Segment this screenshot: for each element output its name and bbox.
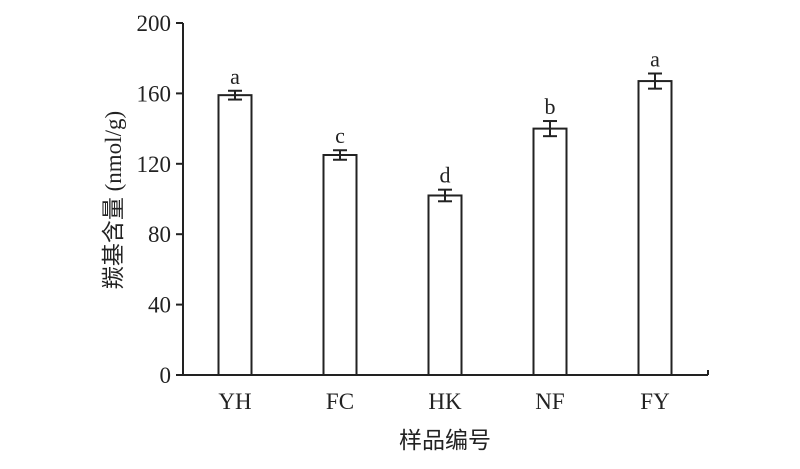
x-tick-label: YH bbox=[218, 389, 251, 414]
y-tick-label: 120 bbox=[137, 152, 172, 177]
bar bbox=[322, 154, 358, 376]
x-tick-label: NF bbox=[535, 389, 564, 414]
bar bbox=[637, 80, 673, 377]
bars: a c d b a bbox=[217, 47, 673, 377]
axes: 0 40 80 120 160 200 YH FC HK NF FY bbox=[137, 11, 709, 414]
y-tick-label: 160 bbox=[137, 81, 172, 106]
x-axis-label: 样品编号 bbox=[399, 428, 491, 453]
y-tick-label: 80 bbox=[148, 222, 171, 247]
significance-label: a bbox=[230, 64, 240, 89]
significance-label: b bbox=[545, 94, 556, 119]
bar bbox=[217, 94, 253, 376]
y-tick-label: 200 bbox=[137, 11, 172, 36]
y-tick-label: 40 bbox=[148, 293, 171, 318]
bar bbox=[532, 127, 568, 376]
significance-label: d bbox=[440, 163, 451, 188]
significance-label: a bbox=[650, 47, 660, 72]
x-tick-label: HK bbox=[428, 389, 462, 414]
y-tick-label: 0 bbox=[160, 363, 172, 388]
significance-label: c bbox=[335, 123, 345, 148]
bar bbox=[427, 194, 463, 376]
y-axis-label: 羰基含量 (nmol/g) bbox=[101, 111, 126, 289]
x-tick-label: FY bbox=[640, 389, 670, 414]
x-tick-label: FC bbox=[326, 389, 354, 414]
